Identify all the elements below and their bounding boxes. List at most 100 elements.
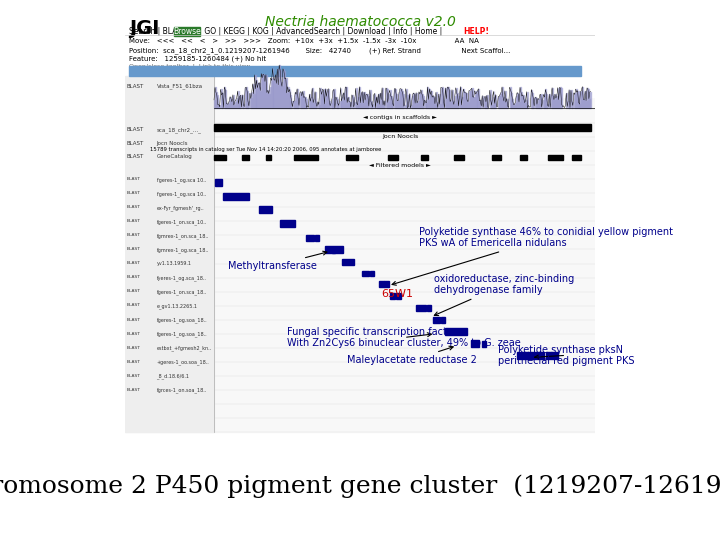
Text: BLAST: BLAST	[127, 346, 140, 349]
Bar	[546, 352, 558, 359]
Text: sca_18_chr2_..._: sca_18_chr2_..._	[156, 127, 202, 133]
Text: BLAST: BLAST	[127, 154, 144, 159]
Bar	[441, 317, 445, 323]
Bar	[266, 155, 271, 160]
Bar	[346, 155, 358, 160]
Text: BLAST: BLAST	[127, 233, 140, 237]
Bar	[280, 220, 295, 227]
Bar	[379, 281, 384, 287]
Bar	[129, 66, 581, 76]
Bar	[471, 340, 480, 347]
Bar	[520, 155, 527, 160]
Text: BLAST: BLAST	[127, 275, 140, 279]
Bar	[415, 305, 426, 311]
Text: +geres-1_oo.soa_18..: +geres-1_oo.soa_18..	[156, 360, 210, 366]
Bar	[242, 155, 249, 160]
Text: HELP!: HELP!	[464, 27, 490, 36]
Text: Position:  sca_18_chr2_1_0.1219207-1261946       Size:   42740        (+) Ref. S: Position: sca_18_chr2_1_0.1219207-126194…	[129, 47, 510, 53]
Text: fgeres-1_og.soa_18..: fgeres-1_og.soa_18..	[156, 318, 207, 323]
Bar	[214, 155, 226, 160]
Text: Feature:   1259185-1260484 (+) No hit: Feature: 1259185-1260484 (+) No hit	[129, 56, 266, 62]
Text: BLAST: BLAST	[127, 205, 140, 209]
Bar	[396, 293, 400, 299]
Text: fgeres-1_on.sca_18..: fgeres-1_on.sca_18..	[156, 289, 207, 295]
Text: GO | KEGG | KOG | AdvancedSearch | Download | Info | Home |: GO | KEGG | KOG | AdvancedSearch | Downl…	[202, 27, 443, 36]
Text: BLAST: BLAST	[127, 127, 144, 132]
Text: Browse: Browse	[173, 27, 201, 36]
Text: fgmrex-1_on.sca_18..: fgmrex-1_on.sca_18..	[156, 233, 209, 239]
Bar	[332, 248, 335, 253]
Text: Maleylacetate reductase 2: Maleylacetate reductase 2	[347, 346, 477, 365]
Text: Polyketide synthase 46% to conidial yellow pigment
PKS wA of Emericella nidulans: Polyketide synthase 46% to conidial yell…	[392, 227, 673, 285]
Text: Methyltransferase: Methyltransferase	[228, 251, 327, 271]
Bar	[445, 328, 467, 335]
Bar	[390, 293, 395, 299]
Text: yv1.13.1959.1: yv1.13.1959.1	[156, 261, 192, 266]
Bar	[421, 155, 428, 160]
Bar	[492, 155, 501, 160]
Text: Jocn Noocls: Jocn Noocls	[382, 133, 418, 139]
Bar	[125, 76, 214, 432]
Text: fgeres-1_og.sca 10..: fgeres-1_og.sca 10..	[156, 177, 206, 183]
Text: Jocn Noocls: Jocn Noocls	[156, 141, 188, 146]
Bar	[294, 155, 318, 160]
Bar	[306, 235, 315, 241]
Text: e_gv1.13.2265.1: e_gv1.13.2265.1	[156, 303, 197, 309]
Text: BLAST: BLAST	[127, 84, 144, 89]
Text: 65W1: 65W1	[381, 289, 413, 299]
Text: BLAST: BLAST	[127, 360, 140, 363]
Bar	[572, 155, 581, 160]
Text: Move:   <<<   <<   <   >   >>   >>>   Zoom:  +10x  +3x  +1.5x  -1.5x  -3x  -10x : Move: <<< << < > >> >>> Zoom: +10x +3x +…	[129, 38, 479, 44]
Text: Search | BLAST: Search | BLAST	[129, 27, 189, 36]
Text: fgrces-1_on.soa_18..: fgrces-1_on.soa_18..	[156, 388, 207, 394]
Text: BLAST: BLAST	[127, 261, 140, 265]
Bar	[174, 27, 200, 36]
Text: Vista_F51_61bza: Vista_F51_61bza	[156, 84, 202, 90]
Text: ◄ contigs in scaffolds ►: ◄ contigs in scaffolds ►	[363, 114, 437, 120]
Text: Nectria haematococca v2.0: Nectria haematococca v2.0	[264, 15, 456, 29]
Text: BLAST: BLAST	[127, 388, 140, 392]
Text: fgeres-1_on.sca_10..: fgeres-1_on.sca_10..	[156, 219, 207, 225]
Text: BLAST: BLAST	[127, 318, 140, 321]
Text: fgeres-1_og.soa_18..: fgeres-1_og.soa_18..	[156, 332, 207, 338]
Text: BLAST: BLAST	[127, 289, 140, 293]
Bar	[125, 76, 595, 432]
Text: BLAST: BLAST	[127, 141, 144, 146]
Bar	[125, 0, 595, 97]
Text: BLAST: BLAST	[127, 332, 140, 335]
Bar	[384, 281, 390, 287]
Text: Fungal specific transcription factor
With Zn2Cys6 binuclear cluster, 49% to G. z: Fungal specific transcription factor Wit…	[287, 327, 521, 348]
Text: ◄ Filtered models ►: ◄ Filtered models ►	[369, 163, 431, 168]
Text: _8_d.18.6/6.1: _8_d.18.6/6.1	[156, 374, 189, 380]
Bar	[517, 352, 544, 359]
Text: BLAST: BLAST	[127, 303, 140, 307]
Text: fgmrex-1_og.sca_18..: fgmrex-1_og.sca_18..	[156, 247, 209, 253]
Text: Polyketide synthase pksN
perithecial red pigment PKS: Polyketide synthase pksN perithecial red…	[498, 345, 634, 366]
Text: JGI: JGI	[129, 19, 160, 38]
Text: ex-Fyr_fgmesh'_rg..: ex-Fyr_fgmesh'_rg..	[156, 205, 204, 211]
Text: BLAST: BLAST	[127, 247, 140, 251]
Text: 15789 transcripts in catalog ser Tue Nov 14 14:20:20 2006, 095 annotates at jamb: 15789 transcripts in catalog ser Tue Nov…	[150, 147, 382, 152]
Text: BLAST: BLAST	[127, 191, 140, 195]
Bar	[370, 271, 374, 276]
Bar	[427, 305, 431, 311]
Bar	[362, 271, 369, 276]
Bar	[433, 317, 440, 323]
Text: BLAST: BLAST	[127, 177, 140, 181]
Text: oxidoreductase, zinc-binding
dehydrogenase family: oxidoreductase, zinc-binding dehydrogena…	[434, 274, 575, 315]
Bar	[388, 155, 397, 160]
Bar	[223, 193, 249, 200]
Bar	[342, 259, 354, 265]
Bar	[315, 235, 319, 241]
Bar	[258, 206, 272, 213]
Text: estbxt_+fgmesh2_kn..: estbxt_+fgmesh2_kn..	[156, 346, 212, 352]
Text: BLAST: BLAST	[127, 219, 140, 223]
Text: GeneCatalog: GeneCatalog	[156, 154, 192, 159]
Bar	[549, 155, 562, 160]
Text: BLAST: BLAST	[127, 374, 140, 377]
Text: fgeres-1_og.sca 10..: fgeres-1_og.sca 10..	[156, 191, 206, 197]
Bar	[454, 155, 464, 160]
Bar	[482, 341, 486, 347]
Bar	[325, 246, 343, 253]
Text: Open/close toolbar  |  Link to this view: Open/close toolbar | Link to this view	[129, 64, 251, 69]
